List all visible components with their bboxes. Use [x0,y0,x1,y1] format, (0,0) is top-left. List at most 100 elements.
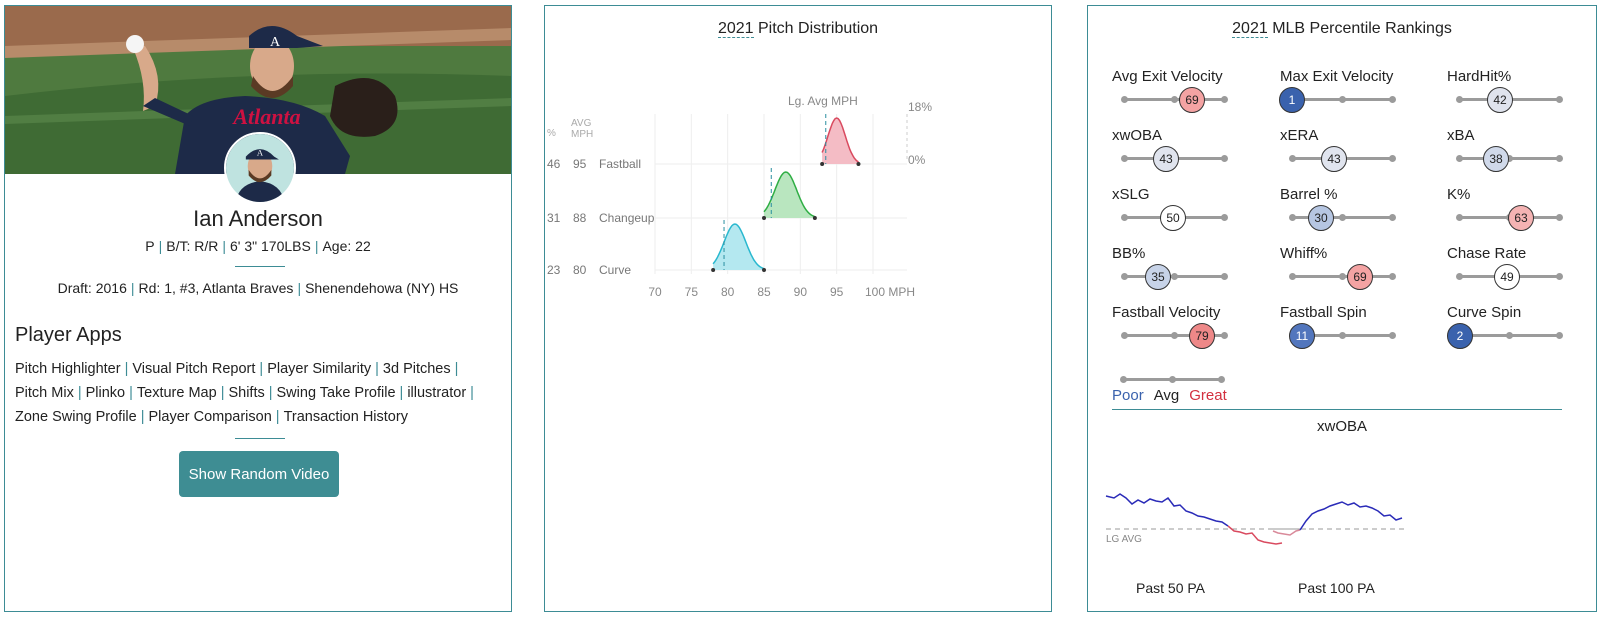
app-link-texture-map[interactable]: Texture Map [136,385,217,401]
xwoba-line-past-50 [1105,493,1229,527]
app-link-player-similarity[interactable]: Player Similarity [267,361,372,377]
pitch-density-line [821,117,859,163]
metric-curve-spin[interactable]: Curve Spin 2 [1447,304,1596,354]
metric-hardhit-[interactable]: HardHit% 42 [1447,68,1596,118]
pitch-density-fill [713,224,764,270]
separator: | [399,385,404,401]
divider [235,438,285,439]
app-link-pitch-mix[interactable]: Pitch Mix [15,385,74,401]
panel-title: 2021 Pitch Distribution [545,20,1051,38]
metric-barrel-[interactable]: Barrel % 30 [1280,186,1430,236]
track-dot [1221,155,1228,162]
metric-chase-rate[interactable]: Chase Rate 49 [1447,245,1596,295]
school: Shenendehowa (NY) HS [305,280,459,296]
app-link-zone-swing-profile[interactable]: Zone Swing Profile [15,409,137,425]
metric-avg-exit-velocity[interactable]: Avg Exit Velocity 69 [1112,68,1262,118]
jersey-wordmark: Atlanta [231,104,300,129]
draft-team: Atlanta Braves [202,280,294,296]
pitch-pct: 31 [547,211,561,225]
percentile-value: 38 [1483,146,1509,172]
separator: | [375,361,379,377]
pitch-density-fill [822,118,859,164]
metric-xba[interactable]: xBA 38 [1447,127,1596,177]
track-dot [1121,273,1128,280]
app-link-3d-pitches[interactable]: 3d Pitches [382,361,451,377]
x-tick-label: 90 [794,285,808,299]
legend-poor: Poor [1112,387,1144,404]
track-dot [1171,273,1178,280]
player-card: A Atlanta A Ian Anderson P | B/T: R/R | 6' 3… [4,5,512,612]
app-link-pitch-highlighter[interactable]: Pitch Highlighter [15,361,121,377]
metric-fastball-spin[interactable]: Fastball Spin 11 [1280,304,1430,354]
player-name: Ian Anderson [193,206,323,231]
legend-dot [1169,376,1176,383]
track-dot [1389,96,1396,103]
separator: | [297,280,302,296]
percentile-value: 49 [1494,264,1520,290]
metric-whiff-[interactable]: Whiff% 69 [1280,245,1430,295]
panel-title: 2021 MLB Percentile Rankings [1088,20,1596,38]
app-link-player-comparison[interactable]: Player Comparison [148,409,272,425]
percentile-value: 2 [1447,323,1473,349]
track-dot [1506,332,1513,339]
track-dot [1556,332,1563,339]
x-tick-label: 95 [830,285,844,299]
col-header-mph: MPH [571,129,593,140]
app-link-swing-take-profile[interactable]: Swing Take Profile [276,385,396,401]
title-text: Pitch Distribution [758,20,879,37]
percentile-legend: Poor Avg Great [1112,387,1237,404]
metric-fastball-velocity[interactable]: Fastball Velocity 79 [1112,304,1262,354]
pitch-name: Curve [599,263,631,277]
lg-avg-label: Lg. Avg MPH [788,94,858,108]
player-action-photo: A Atlanta [5,6,511,174]
xwoba-line-past-50-below [1227,525,1283,545]
app-link-visual-pitch-report[interactable]: Visual Pitch Report [132,361,256,377]
track-dot [1221,96,1228,103]
player-bio: P | B/T: R/R | 6' 3" 170LBS | Age: 22 [5,238,511,254]
track-dot [1339,96,1346,103]
metric-k-[interactable]: K% 63 [1447,186,1596,236]
range-min-dot [762,216,766,220]
metric-xwoba[interactable]: xwOBA 43 [1112,127,1262,177]
app-link-plinko[interactable]: Plinko [85,385,126,401]
percentile-value: 63 [1508,205,1534,231]
legend-dot [1218,376,1225,383]
track-dot [1389,214,1396,221]
percentile-value: 43 [1153,146,1179,172]
draft-info: Draft: 2016 | Rd: 1, #3, Atlanta Braves | Sh… [57,280,459,296]
metric-max-exit-velocity[interactable]: Max Exit Velocity 1 [1279,68,1430,118]
separator: | [470,385,474,401]
position: P [145,238,155,254]
avatar: A [224,132,296,204]
track-dot [1121,214,1128,221]
app-link-illustrator[interactable]: illustrator [407,385,467,401]
track-dot [1556,155,1563,162]
player-apps-links: Pitch Highlighter | Visual Pitch Report | Pl… [15,357,505,429]
scale-min-label: 0% [908,153,926,167]
metric-label: xBA [1447,127,1475,144]
track-dot [1389,273,1396,280]
percentile-value: 50 [1160,205,1186,231]
title-year: 2021 [1232,20,1268,38]
separator: | [220,385,225,401]
draft-round-label: Rd: [138,280,161,296]
title-year: 2021 [717,20,754,38]
pitch-avg-mph: 95 [573,157,587,171]
percentile-rankings-panel: 2021 MLB Percentile Rankings Avg Exit Ve… [1087,5,1597,612]
metric-xslg[interactable]: xSLG 50 [1112,186,1262,236]
percentile-value: 11 [1289,323,1315,349]
app-link-shifts[interactable]: Shifts [228,385,265,401]
metric-xera[interactable]: xERA 43 [1280,127,1430,177]
svg-text:A: A [257,148,264,158]
separator: | [314,238,319,254]
metric-label: Barrel % [1280,186,1338,203]
track-dot [1289,273,1296,280]
metric-label: Avg Exit Velocity [1112,68,1223,85]
metric-bb-[interactable]: BB% 35 [1112,245,1262,295]
metric-label: Whiff% [1280,245,1328,262]
show-random-video-button[interactable]: Show Random Video [179,451,339,497]
legend-avg: Avg [1153,387,1180,404]
app-link-transaction-history[interactable]: Transaction History [283,409,408,425]
metric-label: Curve Spin [1447,304,1522,321]
